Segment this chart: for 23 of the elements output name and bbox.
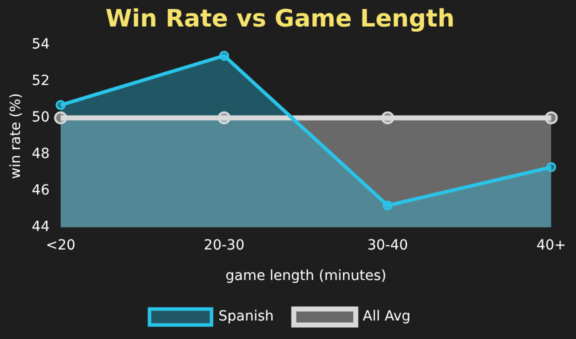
point bbox=[56, 100, 66, 110]
y-tick-label: 54 bbox=[32, 36, 50, 52]
chart-title: Win Rate vs Game Length bbox=[105, 4, 455, 33]
x-tick-label: <20 bbox=[46, 237, 76, 254]
x-tick-label: 20-30 bbox=[204, 237, 244, 254]
point bbox=[544, 111, 558, 124]
y-tick-label: 48 bbox=[32, 146, 50, 162]
legend-label: Spanish bbox=[218, 308, 274, 325]
point bbox=[381, 111, 394, 124]
y-tick-label: 52 bbox=[32, 72, 50, 89]
point bbox=[218, 111, 231, 124]
point bbox=[382, 200, 393, 210]
x-axis-title: game length (minutes) bbox=[226, 268, 386, 284]
x-tick-label: 30-40 bbox=[367, 237, 408, 254]
point bbox=[546, 162, 556, 172]
y-tick-label: 44 bbox=[32, 219, 50, 236]
y-tick-label: 50 bbox=[32, 109, 50, 126]
point bbox=[219, 50, 230, 61]
legend-label: All Avg bbox=[362, 308, 411, 325]
x-tick-label: 40+ bbox=[536, 237, 566, 254]
y-axis-title: win rate (%) bbox=[8, 93, 24, 179]
y-tick-label: 46 bbox=[32, 182, 50, 199]
point bbox=[54, 111, 68, 124]
